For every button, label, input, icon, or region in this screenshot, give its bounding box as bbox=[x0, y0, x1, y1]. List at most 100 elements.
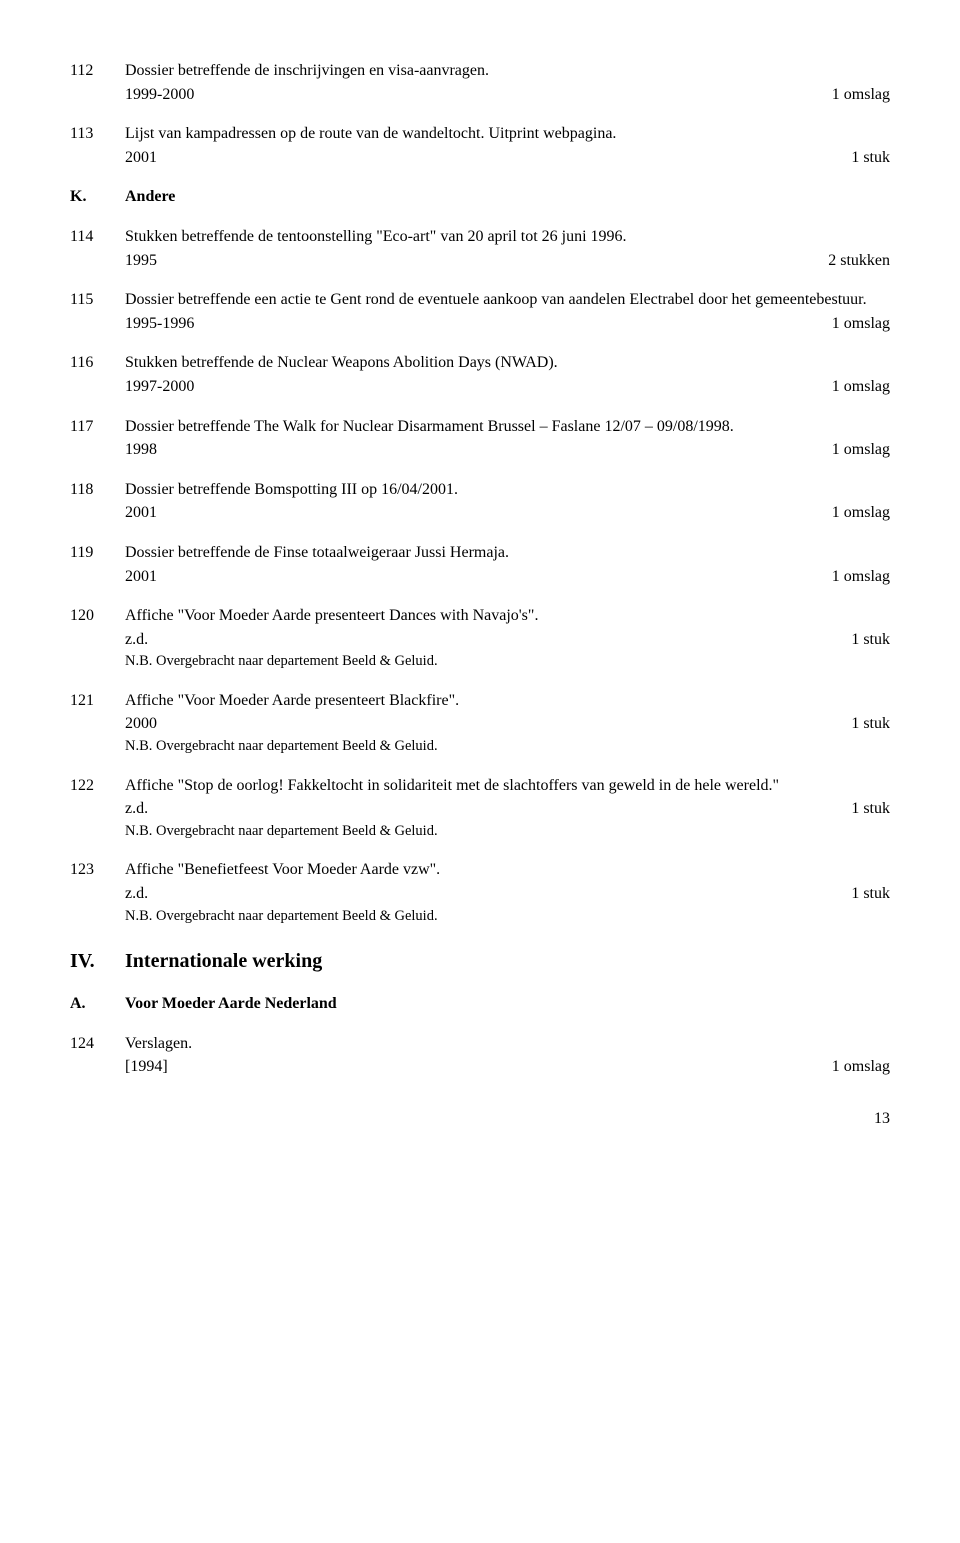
entry-date-row: 2000 1 stuk bbox=[125, 713, 890, 735]
entry-body: Affiche "Stop de oorlog! Fakkeltocht in … bbox=[125, 775, 890, 842]
section-letter: A. bbox=[70, 993, 125, 1015]
entry-date: 1997-2000 bbox=[125, 376, 194, 398]
entry-note: N.B. Overgebracht naar departement Beeld… bbox=[125, 737, 890, 757]
section-heading-a: A. Voor Moeder Aarde Nederland bbox=[70, 993, 890, 1015]
entry-body: Affiche "Benefietfeest Voor Moeder Aarde… bbox=[125, 859, 890, 926]
archive-entry: 124Verslagen.[1994] 1 omslag bbox=[70, 1033, 890, 1078]
entry-date: z.d. bbox=[125, 629, 148, 651]
entry-body: Dossier betreffende de Finse totaalweige… bbox=[125, 542, 890, 587]
entry-extent: 1 stuk bbox=[851, 713, 890, 735]
entry-extent: 1 stuk bbox=[851, 147, 890, 169]
entry-extent: 1 omslag bbox=[832, 376, 890, 398]
entry-description: Dossier betreffende Bomspotting III op 1… bbox=[125, 479, 890, 501]
entry-description: Stukken betreffende de Nuclear Weapons A… bbox=[125, 352, 890, 374]
entry-description: Dossier betreffende The Walk for Nuclear… bbox=[125, 416, 890, 438]
heading-iv: IV. Internationale werking bbox=[70, 948, 890, 975]
entry-number: 123 bbox=[70, 859, 125, 926]
archive-entry: 119Dossier betreffende de Finse totaalwe… bbox=[70, 542, 890, 587]
archive-entry: 117Dossier betreffende The Walk for Nucl… bbox=[70, 416, 890, 461]
entry-description: Lijst van kampadressen op de route van d… bbox=[125, 123, 890, 145]
entry-date: 2001 bbox=[125, 566, 157, 588]
section-title: Voor Moeder Aarde Nederland bbox=[125, 993, 337, 1015]
archive-entry: 115Dossier betreffende een actie te Gent… bbox=[70, 289, 890, 334]
entry-extent: 1 omslag bbox=[832, 502, 890, 524]
archive-entry: 116Stukken betreffende de Nuclear Weapon… bbox=[70, 352, 890, 397]
archive-entry: 118Dossier betreffende Bomspotting III o… bbox=[70, 479, 890, 524]
entry-date: [1994] bbox=[125, 1056, 168, 1078]
archive-entry: 122Affiche "Stop de oorlog! Fakkeltocht … bbox=[70, 775, 890, 842]
archive-entry: 113Lijst van kampadressen op de route va… bbox=[70, 123, 890, 168]
archive-entry: 114Stukken betreffende de tentoonstellin… bbox=[70, 226, 890, 271]
entry-number: 121 bbox=[70, 690, 125, 757]
entry-number: 124 bbox=[70, 1033, 125, 1078]
entry-date-row: z.d. 1 stuk bbox=[125, 883, 890, 905]
entry-number: 116 bbox=[70, 352, 125, 397]
entry-body: Affiche "Voor Moeder Aarde presenteert D… bbox=[125, 605, 890, 672]
section-title: Andere bbox=[125, 186, 175, 208]
entry-body: Dossier betreffende een actie te Gent ro… bbox=[125, 289, 890, 334]
entry-description: Affiche "Stop de oorlog! Fakkeltocht in … bbox=[125, 775, 890, 797]
entry-description: Affiche "Voor Moeder Aarde presenteert B… bbox=[125, 690, 890, 712]
entry-number: 118 bbox=[70, 479, 125, 524]
entry-date: 1995 bbox=[125, 250, 157, 272]
entry-date-row: 1995 2 stukken bbox=[125, 250, 890, 272]
entry-number: 119 bbox=[70, 542, 125, 587]
archive-entry: 120Affiche "Voor Moeder Aarde presenteer… bbox=[70, 605, 890, 672]
entry-extent: 1 omslag bbox=[832, 439, 890, 461]
entry-date-row: z.d. 1 stuk bbox=[125, 798, 890, 820]
entry-note: N.B. Overgebracht naar departement Beeld… bbox=[125, 907, 890, 927]
entry-number: 112 bbox=[70, 60, 125, 105]
entry-body: Dossier betreffende The Walk for Nuclear… bbox=[125, 416, 890, 461]
entry-extent: 1 omslag bbox=[832, 84, 890, 106]
heading-num: IV. bbox=[70, 948, 125, 975]
entry-date-row: 2001 1 omslag bbox=[125, 566, 890, 588]
entry-description: Dossier betreffende de inschrijvingen en… bbox=[125, 60, 890, 82]
entry-extent: 1 omslag bbox=[832, 313, 890, 335]
entry-extent: 1 stuk bbox=[851, 629, 890, 651]
entry-extent: 1 stuk bbox=[851, 798, 890, 820]
entry-description: Affiche "Voor Moeder Aarde presenteert D… bbox=[125, 605, 890, 627]
entry-extent: 1 omslag bbox=[832, 1056, 890, 1078]
entry-date-row: 1997-2000 1 omslag bbox=[125, 376, 890, 398]
archive-entry: 112Dossier betreffende de inschrijvingen… bbox=[70, 60, 890, 105]
entry-body: Stukken betreffende de tentoonstelling "… bbox=[125, 226, 890, 271]
entry-date: 1999-2000 bbox=[125, 84, 194, 106]
entry-body: Verslagen.[1994] 1 omslag bbox=[125, 1033, 890, 1078]
entry-date: 2001 bbox=[125, 502, 157, 524]
entry-date-row: [1994] 1 omslag bbox=[125, 1056, 890, 1078]
entry-date: z.d. bbox=[125, 883, 148, 905]
entry-number: 117 bbox=[70, 416, 125, 461]
entry-body: Lijst van kampadressen op de route van d… bbox=[125, 123, 890, 168]
archive-entry: 123Affiche "Benefietfeest Voor Moeder Aa… bbox=[70, 859, 890, 926]
entry-date-row: 1998 1 omslag bbox=[125, 439, 890, 461]
entry-note: N.B. Overgebracht naar departement Beeld… bbox=[125, 652, 890, 672]
entry-extent: 2 stukken bbox=[828, 250, 890, 272]
entry-date-row: 1999-2000 1 omslag bbox=[125, 84, 890, 106]
entry-date: 2001 bbox=[125, 147, 157, 169]
heading-title: Internationale werking bbox=[125, 948, 322, 975]
entry-date: 1998 bbox=[125, 439, 157, 461]
entry-number: 114 bbox=[70, 226, 125, 271]
entry-body: Affiche "Voor Moeder Aarde presenteert B… bbox=[125, 690, 890, 757]
entry-description: Dossier betreffende de Finse totaalweige… bbox=[125, 542, 890, 564]
entry-date-row: 1995-1996 1 omslag bbox=[125, 313, 890, 335]
entry-date-row: z.d. 1 stuk bbox=[125, 629, 890, 651]
entry-body: Dossier betreffende Bomspotting III op 1… bbox=[125, 479, 890, 524]
entry-description: Dossier betreffende een actie te Gent ro… bbox=[125, 289, 890, 311]
page-number: 13 bbox=[70, 1108, 890, 1130]
entry-extent: 1 omslag bbox=[832, 566, 890, 588]
entry-number: 115 bbox=[70, 289, 125, 334]
entry-note: N.B. Overgebracht naar departement Beeld… bbox=[125, 822, 890, 842]
entry-number: 113 bbox=[70, 123, 125, 168]
entry-number: 120 bbox=[70, 605, 125, 672]
entry-extent: 1 stuk bbox=[851, 883, 890, 905]
entry-date: z.d. bbox=[125, 798, 148, 820]
section-heading-k: K. Andere bbox=[70, 186, 890, 208]
entry-description: Stukken betreffende de tentoonstelling "… bbox=[125, 226, 890, 248]
entry-description: Verslagen. bbox=[125, 1033, 890, 1055]
entry-date: 2000 bbox=[125, 713, 157, 735]
entry-date-row: 2001 1 stuk bbox=[125, 147, 890, 169]
entry-date: 1995-1996 bbox=[125, 313, 194, 335]
archive-entry: 121Affiche "Voor Moeder Aarde presenteer… bbox=[70, 690, 890, 757]
entry-date-row: 2001 1 omslag bbox=[125, 502, 890, 524]
